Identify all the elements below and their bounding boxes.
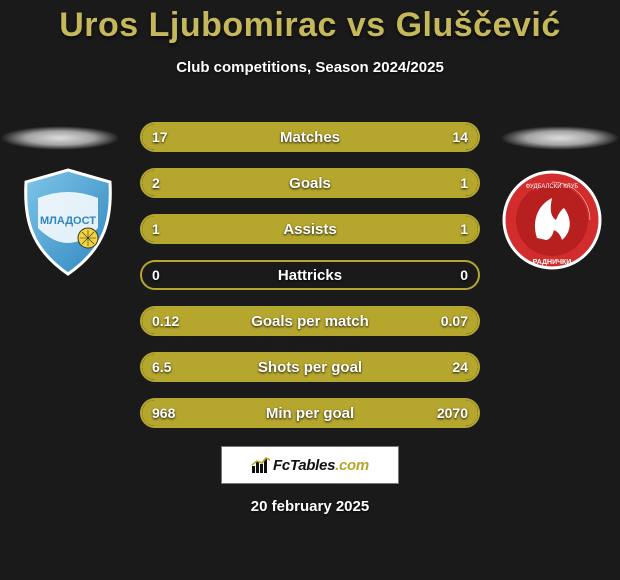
stat-row: 1 Assists 1: [140, 214, 480, 244]
stat-value-left: 0.12: [152, 313, 179, 329]
stat-row: 2 Goals 1: [140, 168, 480, 198]
team-crest-left: МЛАДОСТ: [18, 168, 118, 278]
svg-text:РАДНИЧКИ: РАДНИЧКИ: [533, 259, 572, 266]
crest-halo-right: [500, 126, 620, 150]
stat-value-right: 2070: [437, 405, 468, 421]
stat-value-left: 6.5: [152, 359, 171, 375]
stat-value-right: 24: [452, 359, 468, 375]
stat-value-right: 0: [460, 267, 468, 283]
stat-row: 0.12 Goals per match 0.07: [140, 306, 480, 336]
brand-text: FcTables.com: [273, 457, 369, 474]
team-crest-right: ФУДБАЛСКИ КЛУБ РАДНИЧКИ: [502, 168, 602, 278]
stat-value-right: 1: [460, 221, 468, 237]
stat-fill-left: [142, 170, 367, 196]
svg-text:ФУДБАЛСКИ КЛУБ: ФУДБАЛСКИ КЛУБ: [526, 184, 579, 190]
stat-value-left: 2: [152, 175, 160, 191]
stat-value-left: 17: [152, 129, 168, 145]
crest-halo-left: [0, 126, 120, 150]
subtitle: Club competitions, Season 2024/2025: [0, 59, 620, 76]
round-crest-icon: ФУДБАЛСКИ КЛУБ РАДНИЧКИ: [502, 168, 602, 278]
stat-value-right: 1: [460, 175, 468, 191]
date-label: 20 february 2025: [0, 498, 620, 515]
svg-text:МЛАДОСТ: МЛАДОСТ: [40, 215, 96, 227]
stat-row: 0 Hattricks 0: [140, 260, 480, 290]
stat-label: Min per goal: [266, 405, 354, 422]
stat-value-right: 14: [452, 129, 468, 145]
stat-label: Goals per match: [251, 313, 369, 330]
stat-row: 17 Matches 14: [140, 122, 480, 152]
stat-value-right: 0.07: [441, 313, 468, 329]
brand-tld: .com: [335, 457, 369, 474]
brand-name: FcTables: [273, 457, 335, 474]
stat-label: Assists: [283, 221, 336, 238]
page-title: Uros Ljubomirac vs Gluščević: [0, 0, 620, 45]
stat-label: Hattricks: [278, 267, 342, 284]
stat-row: 6.5 Shots per goal 24: [140, 352, 480, 382]
brand-badge: FcTables.com: [221, 446, 399, 484]
shield-icon: МЛАДОСТ: [18, 168, 118, 278]
stat-label: Shots per goal: [258, 359, 362, 376]
stats-panel: 17 Matches 14 2 Goals 1 1 Assists 1 0 Hattricks 0 0.…: [140, 122, 480, 444]
stat-label: Goals: [289, 175, 331, 192]
stat-row: 968 Min per goal 2070: [140, 398, 480, 428]
stat-label: Matches: [280, 129, 340, 146]
stat-value-left: 968: [152, 405, 175, 421]
stat-value-left: 1: [152, 221, 160, 237]
stat-value-left: 0: [152, 267, 160, 283]
chart-icon: [251, 456, 271, 474]
